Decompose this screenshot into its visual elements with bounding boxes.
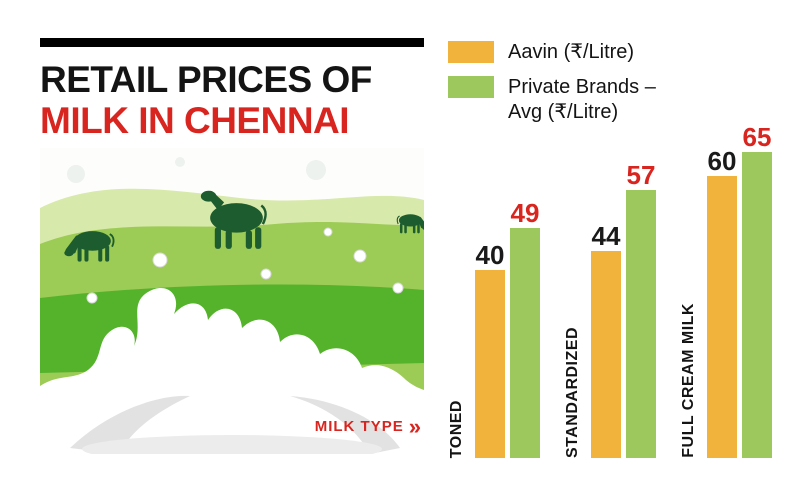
bar-group-toned: TONED 40 49 <box>448 200 540 458</box>
bar-value-label: 60 <box>707 146 737 176</box>
bar-rect <box>510 228 540 458</box>
legend: Aavin (₹/Litre) Private Brands – Avg (₹/… <box>448 40 792 125</box>
double-chevron-icon: » <box>408 413 422 439</box>
bar-value-label: 40 <box>475 240 505 270</box>
chart-panel: Aavin (₹/Litre) Private Brands – Avg (₹/… <box>448 40 792 458</box>
left-panel: RETAIL PRICES OF MILK IN CHENNAI <box>40 38 429 463</box>
bar-rect <box>475 270 505 458</box>
bar-value-label: 65 <box>742 122 772 152</box>
top-rule <box>40 38 424 47</box>
bar-value-label: 49 <box>510 198 540 228</box>
bar-private-3: 65 <box>742 124 772 458</box>
bar-rect <box>742 152 772 458</box>
bar-group-full-cream-milk: FULL CREAM MILK 60 65 <box>680 124 772 458</box>
title-line-1: RETAIL PRICES OF <box>40 59 372 100</box>
legend-label-private: Private Brands – Avg (₹/Litre) <box>508 76 656 123</box>
bar-value-label: 57 <box>626 160 656 190</box>
legend-swatch-aavin <box>448 41 494 63</box>
bar-private-1: 49 <box>510 200 540 458</box>
bar-rect <box>707 176 737 458</box>
milk-type-text: MILK TYPE <box>314 418 404 436</box>
legend-item-aavin: Aavin (₹/Litre) <box>448 40 792 65</box>
x-axis-label: MILK TYPE » <box>314 413 422 439</box>
bar-rect <box>591 251 621 458</box>
bar-aavin-1: 40 <box>475 242 505 458</box>
farm-illustration-svg <box>40 147 429 463</box>
bar-chart: TONED 40 49 STANDARDIZED 44 57 FULL CREAM MILK… <box>448 124 772 458</box>
title-line-2: MILK IN CHENNAI <box>40 100 350 142</box>
bar-private-2: 57 <box>626 162 656 458</box>
milk-droplets <box>86 227 404 304</box>
category-label: TONED <box>448 399 465 458</box>
category-label: STANDARDIZED <box>564 326 581 458</box>
legend-item-private: Private Brands – Avg (₹/Litre) <box>448 75 792 125</box>
bar-group-standardized: STANDARDIZED 44 57 <box>564 162 656 458</box>
bar-aavin-2: 44 <box>591 223 621 458</box>
legend-swatch-private <box>448 76 494 98</box>
page-title: RETAIL PRICES OF MILK IN CHENNAI <box>40 59 424 142</box>
bar-aavin-3: 60 <box>707 148 737 458</box>
category-label: FULL CREAM MILK <box>680 303 697 458</box>
bar-value-label: 44 <box>591 221 621 251</box>
legend-label-aavin: Aavin (₹/Litre) <box>508 41 635 63</box>
bar-rect <box>626 190 656 458</box>
farm-illustration: MILK TYPE » <box>40 147 429 463</box>
